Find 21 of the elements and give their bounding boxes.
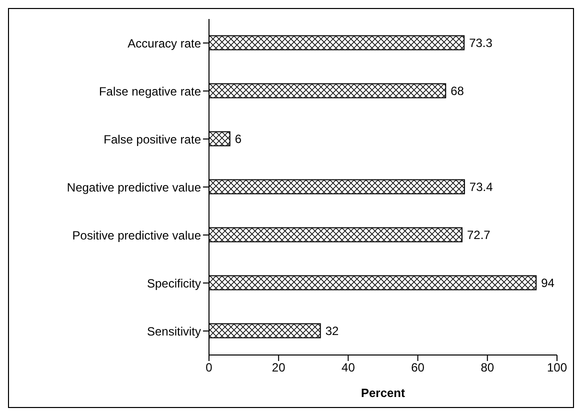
y-tick-label: False negative rate [98,84,202,98]
y-tick-label: Sensitivity [146,324,201,338]
x-tick-label: 80 [480,360,494,375]
y-tick-label: Specificity [146,276,201,290]
data-label: 72.7 [466,228,491,242]
data-label: 32 [325,324,340,338]
data-label: 6 [234,132,242,146]
x-tick-label: 40 [342,360,356,375]
x-tick-label: 20 [272,360,286,375]
x-axis-title: Percent [360,386,406,400]
y-tick-label: False positive rate [104,132,202,146]
data-label: 73.3 [469,36,493,50]
data-label: 94 [541,276,555,290]
y-tick-label: Accuracy rate [128,36,202,50]
x-tick-label: 60 [411,360,425,375]
y-tick-label: Negative predictive value [66,180,202,194]
y-tick-label: Positive predictive value [72,228,202,242]
x-tick-label: 0 [206,360,213,375]
data-label: 73.4 [469,180,494,194]
x-tick-label: 100 [546,360,568,375]
data-label: 68 [450,84,464,98]
